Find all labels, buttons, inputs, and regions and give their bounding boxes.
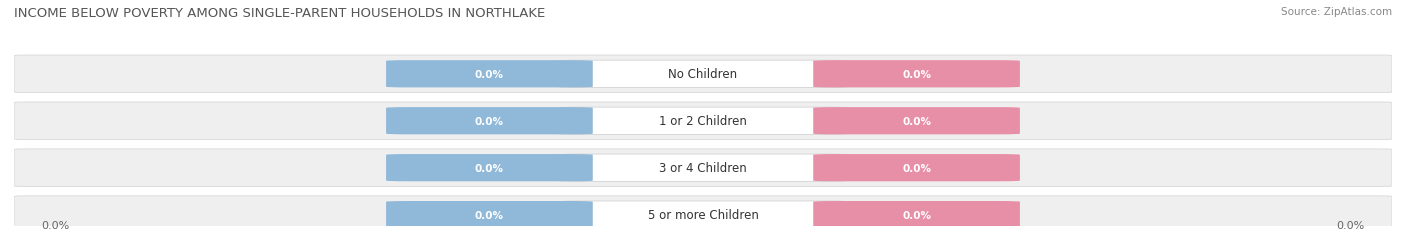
- Text: 1 or 2 Children: 1 or 2 Children: [659, 115, 747, 128]
- FancyBboxPatch shape: [387, 201, 593, 228]
- Text: 0.0%: 0.0%: [42, 220, 70, 230]
- Text: 0.0%: 0.0%: [475, 163, 503, 173]
- Text: 5 or more Children: 5 or more Children: [648, 208, 758, 221]
- Text: 0.0%: 0.0%: [903, 210, 931, 220]
- FancyBboxPatch shape: [387, 154, 593, 182]
- FancyBboxPatch shape: [14, 103, 1392, 140]
- FancyBboxPatch shape: [813, 61, 1019, 88]
- FancyBboxPatch shape: [14, 149, 1392, 187]
- Text: No Children: No Children: [668, 68, 738, 81]
- FancyBboxPatch shape: [14, 56, 1392, 93]
- Text: INCOME BELOW POVERTY AMONG SINGLE-PARENT HOUSEHOLDS IN NORTHLAKE: INCOME BELOW POVERTY AMONG SINGLE-PARENT…: [14, 7, 546, 20]
- FancyBboxPatch shape: [558, 61, 848, 88]
- FancyBboxPatch shape: [813, 154, 1019, 182]
- Text: 0.0%: 0.0%: [1336, 220, 1364, 230]
- FancyBboxPatch shape: [813, 201, 1019, 228]
- Text: 0.0%: 0.0%: [475, 116, 503, 126]
- FancyBboxPatch shape: [387, 61, 593, 88]
- FancyBboxPatch shape: [558, 108, 848, 135]
- FancyBboxPatch shape: [558, 154, 848, 182]
- FancyBboxPatch shape: [813, 108, 1019, 135]
- FancyBboxPatch shape: [558, 201, 848, 228]
- Text: 3 or 4 Children: 3 or 4 Children: [659, 161, 747, 174]
- FancyBboxPatch shape: [387, 108, 593, 135]
- Text: 0.0%: 0.0%: [903, 163, 931, 173]
- Text: 0.0%: 0.0%: [903, 70, 931, 79]
- Text: 0.0%: 0.0%: [475, 70, 503, 79]
- Text: 0.0%: 0.0%: [903, 116, 931, 126]
- FancyBboxPatch shape: [14, 196, 1392, 231]
- Text: 0.0%: 0.0%: [475, 210, 503, 220]
- Text: Source: ZipAtlas.com: Source: ZipAtlas.com: [1281, 7, 1392, 17]
